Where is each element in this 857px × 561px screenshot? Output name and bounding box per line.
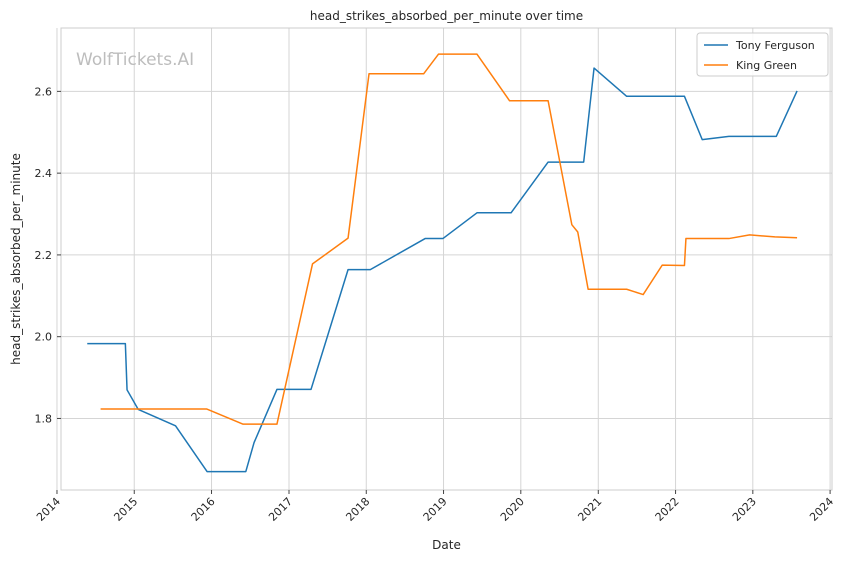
y-tick-label: 2.2 (35, 249, 53, 262)
y-tick-label: 2.6 (35, 85, 53, 98)
plot-area: WolfTickets.AI (56, 27, 833, 491)
series-lines (87, 53, 798, 473)
watermark: WolfTickets.AI (76, 50, 194, 70)
plot-background (61, 28, 832, 490)
y-tick-label: 1.8 (35, 412, 53, 425)
legend-label: Tony Ferguson (735, 39, 815, 52)
y-tick-label: 2.4 (35, 167, 53, 180)
legend: Tony Ferguson King Green (696, 32, 829, 77)
series-line (100, 53, 798, 425)
y-tick-label: 2.0 (35, 331, 53, 344)
series-line (87, 67, 798, 473)
y-axis: 1.8 2.0 2.2 2.4 2.6 (35, 85, 61, 425)
legend-label: King Green (736, 59, 797, 72)
legend-box (696, 32, 829, 77)
grid (56, 28, 832, 490)
plot-frame (60, 27, 833, 491)
x-axis-label: Date (432, 538, 461, 552)
y-axis-label: head_strikes_absorbed_per_minute (9, 153, 23, 365)
chart-title: head_strikes_absorbed_per_minute over ti… (310, 9, 583, 23)
